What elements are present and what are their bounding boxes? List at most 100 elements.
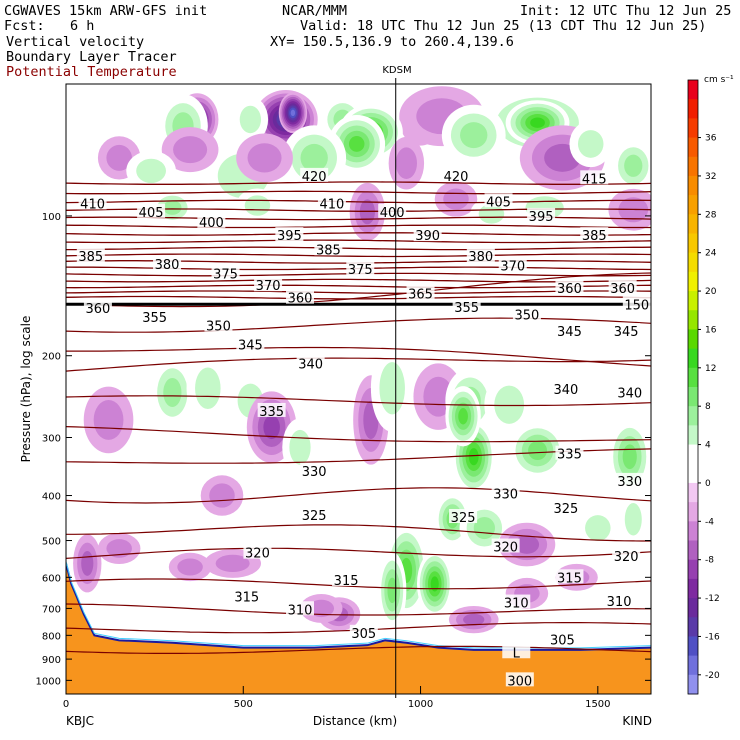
w-contour bbox=[308, 599, 335, 618]
theta-label-bg bbox=[555, 323, 584, 338]
colorbar-label: -20 bbox=[705, 671, 720, 681]
theta-label-bg bbox=[257, 402, 286, 417]
colorbar-swatch bbox=[688, 118, 698, 139]
theta-label: 410 bbox=[80, 197, 105, 212]
w-contour bbox=[514, 535, 540, 554]
y-tick-label: 700 bbox=[42, 604, 61, 615]
w-contour bbox=[577, 130, 604, 158]
theta-line bbox=[66, 295, 651, 300]
colorbar-swatch bbox=[688, 674, 698, 695]
theta-label: 360 bbox=[85, 302, 110, 317]
theta-label: 335 bbox=[259, 405, 284, 420]
theta-label-bg bbox=[413, 227, 442, 242]
theta-line bbox=[66, 547, 651, 559]
theta-label-bg bbox=[378, 203, 407, 218]
theta-label-bg bbox=[452, 298, 481, 313]
theta-line bbox=[66, 190, 651, 195]
colorbar-label: 4 bbox=[705, 441, 711, 451]
theta-label: 410 bbox=[319, 197, 344, 212]
w-contour bbox=[163, 377, 182, 408]
theta-label-bg bbox=[204, 317, 233, 332]
theta-line bbox=[66, 181, 651, 185]
terrain-fill bbox=[66, 563, 651, 694]
theta-line bbox=[66, 426, 651, 443]
w-contour bbox=[463, 613, 485, 626]
w-contour bbox=[624, 503, 642, 536]
theta-label: 340 bbox=[617, 386, 642, 401]
theta-label: 370 bbox=[500, 260, 525, 275]
colorbar-label: 28 bbox=[705, 210, 717, 220]
theta-label: 340 bbox=[553, 383, 578, 398]
w-contour bbox=[530, 117, 545, 128]
colorbar-swatch bbox=[688, 367, 698, 388]
w-contour bbox=[247, 143, 282, 173]
w-contour bbox=[348, 136, 365, 152]
theta-label: 345 bbox=[614, 325, 639, 340]
colorbar-swatch bbox=[688, 233, 698, 254]
colorbar-label: 0 bbox=[705, 479, 711, 489]
x-tick-label: 0 bbox=[63, 699, 69, 710]
w-contour bbox=[93, 399, 124, 440]
x-axis-label: Distance (km) bbox=[313, 714, 397, 728]
theta-label-bg bbox=[449, 509, 478, 524]
theta-label: 385 bbox=[582, 229, 607, 244]
theta-label-bg bbox=[622, 296, 651, 311]
axes: 0 500 1000 1500 100 200 300 400 500 600 700 800 900 1… bbox=[36, 78, 651, 710]
colorbar-swatch bbox=[688, 156, 698, 177]
theta-label-bg bbox=[484, 193, 513, 208]
theta-label: 305 bbox=[550, 634, 575, 649]
theta-line bbox=[66, 395, 651, 407]
w-contour bbox=[460, 122, 488, 149]
theta-line bbox=[66, 290, 651, 294]
colorbar-swatch bbox=[688, 521, 698, 541]
theta-label: 325 bbox=[451, 511, 476, 526]
theta-label: 345 bbox=[557, 325, 582, 340]
w-contour bbox=[528, 441, 548, 461]
colorbar-swatch bbox=[688, 137, 698, 158]
cross-section-endpoints: XY= 150.5,136.9 to 260.4,139.6 bbox=[270, 34, 514, 50]
theta-label: 385 bbox=[316, 243, 341, 258]
theta-label: L bbox=[513, 646, 521, 661]
theta-label-bg bbox=[211, 265, 240, 280]
theta-label: 370 bbox=[256, 279, 281, 294]
init-time: Init: 12 UTC Thu 12 Jun 25 bbox=[520, 3, 732, 19]
theta-label-bg bbox=[300, 506, 329, 521]
colorbar-label: 36 bbox=[705, 134, 717, 144]
boundary-layer-tracer bbox=[66, 561, 651, 649]
theta-label: 320 bbox=[245, 547, 270, 562]
theta-label: 380 bbox=[468, 250, 493, 265]
colorbar-swatch bbox=[688, 655, 698, 676]
theta-label-bg bbox=[76, 248, 105, 263]
colorbar-label: 20 bbox=[705, 287, 717, 297]
theta-label: 420 bbox=[444, 170, 469, 185]
theta-label: 335 bbox=[557, 448, 582, 463]
valid-time: Valid: 18 UTC Thu 12 Jun 25 (13 CDT Thu … bbox=[300, 18, 707, 34]
w-contour bbox=[289, 429, 311, 465]
y-tick-label: 600 bbox=[42, 573, 61, 584]
theta-label-bg bbox=[137, 203, 166, 218]
colorbar-swatch bbox=[688, 502, 698, 522]
w-contour bbox=[177, 558, 203, 576]
w-contour bbox=[136, 158, 166, 184]
field-boundary-layer-tracer: Boundary Layer Tracer bbox=[6, 49, 177, 65]
theta-line bbox=[66, 239, 651, 244]
colorbar-label: 24 bbox=[705, 249, 717, 259]
theta-line bbox=[66, 357, 651, 372]
colorbar-label: -12 bbox=[705, 594, 720, 604]
theta-label: 395 bbox=[277, 229, 302, 244]
theta-line bbox=[66, 578, 651, 590]
colorbar-label: -4 bbox=[705, 517, 714, 527]
forecast-hour: 6 h bbox=[70, 18, 95, 34]
theta-label-bg bbox=[498, 257, 527, 272]
theta-label-bg bbox=[505, 672, 534, 687]
w-contour bbox=[395, 147, 418, 179]
theta-label: 390 bbox=[415, 229, 440, 244]
theta-label-bg bbox=[580, 227, 609, 242]
theta-label: 320 bbox=[493, 541, 518, 556]
colorbar-swatch bbox=[688, 175, 698, 196]
y-tick-label: 300 bbox=[42, 434, 61, 445]
theta-label-bg bbox=[275, 227, 304, 242]
w-contour bbox=[430, 576, 439, 592]
theta-line bbox=[66, 603, 651, 616]
